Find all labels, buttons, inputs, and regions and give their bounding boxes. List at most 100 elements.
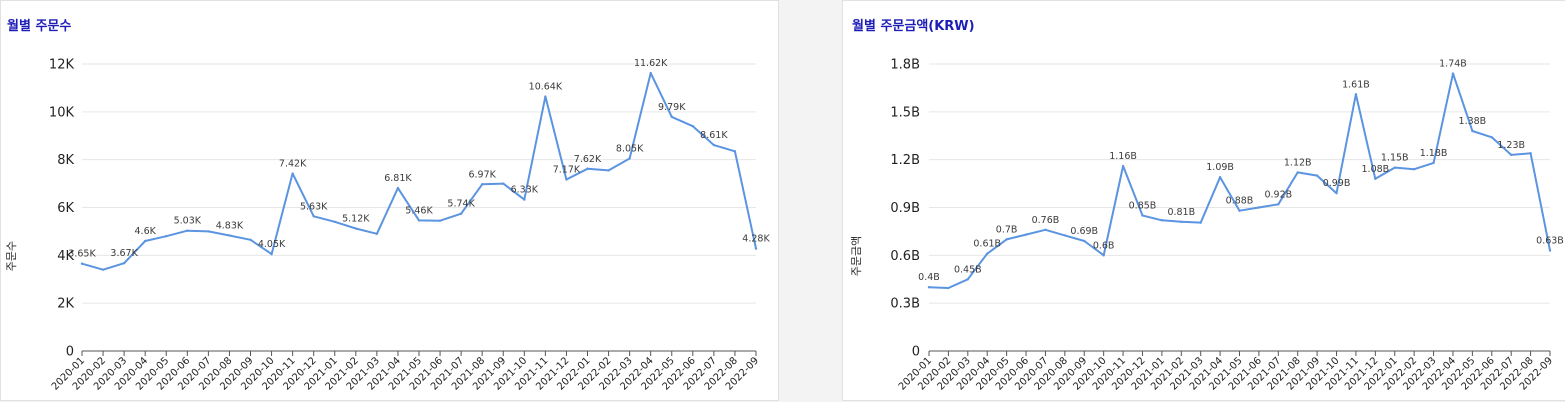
data-label: 0.61B [973, 239, 1001, 250]
data-point [607, 169, 610, 172]
data-point [312, 215, 315, 218]
data-point [1121, 164, 1125, 168]
data-point [480, 183, 484, 186]
data-point [1044, 228, 1047, 232]
data-label: 0.7B [996, 224, 1018, 235]
data-label: 7.17K [553, 165, 581, 176]
data-label: 7.42K [279, 159, 307, 170]
data-point [1490, 136, 1493, 139]
y-tick-label: 10K [49, 105, 75, 120]
data-label: 8.61K [700, 130, 728, 141]
y-tick-label: 12K [49, 58, 75, 73]
y-tick-label: 0 [66, 345, 74, 360]
data-point [101, 268, 105, 271]
data-point [270, 252, 273, 256]
chart-title: 월별 주문금액(KRW) [852, 19, 975, 34]
data-point [1238, 209, 1241, 212]
data-point [754, 247, 758, 250]
data-label: 0.63B [1536, 236, 1564, 247]
data-point [544, 95, 547, 98]
data-label: 0.6B [1093, 240, 1115, 251]
order-count-line-chart: 02K4K6K8K10K12K2020-012020-022020-032020… [5, 58, 770, 393]
data-label: 1.61B [1342, 79, 1370, 90]
data-label: 3.67K [110, 248, 138, 259]
data-point [927, 286, 931, 289]
data-point [165, 235, 168, 238]
data-point [1160, 219, 1164, 222]
data-point [1432, 161, 1435, 165]
y-tick-label: 0 [912, 345, 920, 360]
data-point [1180, 220, 1183, 224]
data-point [1083, 239, 1086, 243]
y-tick-label: 0.6B [890, 249, 920, 264]
data-label: 6.81K [384, 173, 412, 184]
data-label: 10.64K [529, 82, 563, 93]
data-label: 0.45B [954, 264, 982, 275]
data-label: 5.03K [174, 216, 202, 227]
data-point [1393, 166, 1396, 169]
data-point [670, 115, 673, 119]
order-count-panel: 월별 주문수 0 2K 4K 6K 8K 10K 12K 2020-01 2020-02 2020… [0, 0, 779, 401]
order-amount-line-chart: 00.3B0.6B0.9B1.2B1.5B1.8B2020-012020-022… [850, 58, 1564, 393]
data-label: 0.92B [1264, 189, 1292, 200]
data-label: 0.4B [918, 272, 940, 283]
data-point [712, 143, 716, 147]
data-label: 11.62K [634, 58, 668, 69]
data-label: 4.05K [258, 239, 286, 250]
data-point [947, 286, 950, 290]
data-label: 0.99B [1323, 178, 1351, 189]
series-line [81, 72, 757, 271]
data-point [1277, 203, 1280, 206]
data-label: 9.79K [658, 102, 686, 113]
y-tick-label: 1.8B [890, 58, 920, 73]
data-point [966, 278, 970, 281]
y-tick-label: 1.5B [890, 105, 920, 120]
data-point [143, 239, 147, 243]
data-point [1296, 171, 1299, 174]
data-point [691, 124, 695, 128]
data-point [1024, 233, 1028, 236]
y-axis-title: 주문수 [5, 241, 18, 271]
data-point [1412, 168, 1416, 171]
data-point [1141, 214, 1144, 217]
data-label: 4.28K [742, 234, 770, 245]
data-point [1374, 177, 1377, 180]
data-label: 4.83K [216, 220, 244, 231]
data-point [502, 182, 505, 185]
series-line [928, 72, 1551, 289]
data-label: 4.6K [135, 226, 157, 237]
data-point [1315, 174, 1319, 177]
data-point [1199, 221, 1202, 224]
chart-title: 월별 주문수 [7, 19, 72, 34]
data-point [1218, 176, 1222, 179]
y-tick-label: 8K [57, 153, 74, 168]
data-label: 3.65K [68, 249, 96, 260]
data-label: 1.09B [1206, 162, 1234, 173]
data-point [375, 232, 379, 236]
data-point [249, 238, 252, 241]
data-point [986, 252, 989, 255]
y-tick-label: 6K [57, 201, 74, 216]
data-point [80, 262, 84, 265]
data-point [1354, 93, 1358, 96]
data-point [186, 229, 189, 232]
y-tick-label: 0.3B [890, 297, 920, 312]
y-tick-label: 1.2B [890, 153, 920, 168]
y-axis-title: 주문금액 [850, 236, 863, 276]
data-point [1509, 153, 1513, 157]
y-tick-label: 0.9B [890, 201, 920, 216]
y-tick-label: 4K [57, 249, 74, 264]
data-label: 5.63K [300, 201, 328, 212]
data-label: 5.12K [342, 214, 370, 225]
data-point [396, 186, 400, 190]
data-label: 8.05K [616, 143, 644, 154]
data-point [417, 219, 421, 222]
data-point [628, 157, 631, 160]
data-point [207, 230, 210, 233]
data-point [438, 219, 442, 222]
data-point [586, 167, 589, 170]
data-point [1548, 249, 1552, 252]
data-point [122, 262, 126, 265]
data-label: 6.33K [511, 185, 539, 196]
data-point [459, 212, 463, 215]
